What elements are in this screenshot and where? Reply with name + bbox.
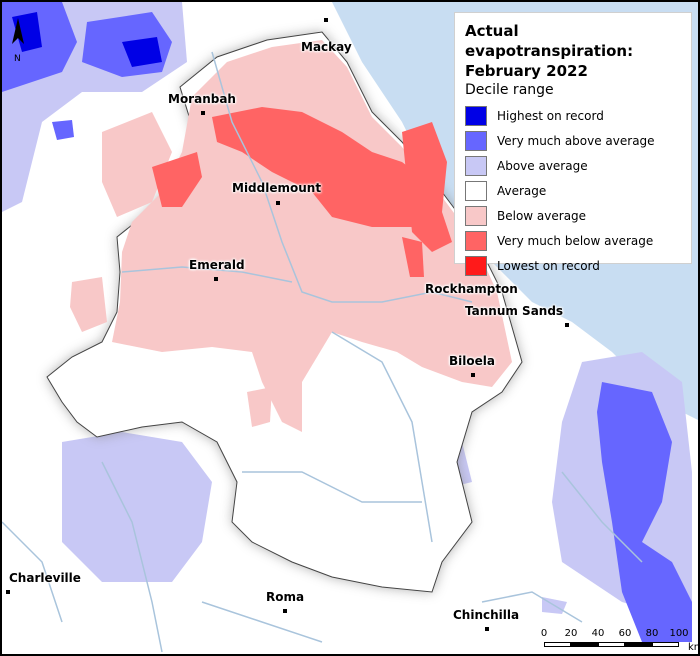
legend-item: Lowest on record (465, 253, 681, 278)
town-charleville: Charleville (9, 571, 81, 585)
emerald-marker (214, 277, 218, 281)
legend: Actual evapotranspiration: February 2022… (454, 12, 692, 276)
north-label: N (14, 54, 21, 64)
legend-item: Average (465, 178, 681, 203)
middlemount-marker (276, 201, 280, 205)
legend-item: Very much above average (465, 128, 681, 153)
biloela-marker (471, 373, 475, 377)
legend-item: Very much below average (465, 228, 681, 253)
legend-title-line1: Actual evapotranspiration: (465, 22, 634, 60)
town-moranbah: Moranbah (168, 92, 236, 106)
scale-segment (544, 642, 571, 647)
chinchilla-marker (485, 627, 489, 631)
scale-segment (598, 642, 625, 647)
legend-label: Highest on record (497, 108, 604, 123)
north-arrow: N (8, 16, 28, 66)
legend-label: Very much above average (497, 133, 655, 148)
legend-label: Very much below average (497, 233, 654, 248)
scale-segment (571, 642, 598, 647)
legend-subtitle: Decile range (465, 82, 554, 98)
town-emerald: Emerald (189, 258, 245, 272)
scale-bar: 0 20 40 60 80 100 km (538, 628, 698, 654)
scale-tick: 100 (669, 628, 689, 639)
below-average-areas (70, 40, 512, 432)
mackay-marker (324, 18, 328, 22)
legend-label: Lowest on record (497, 258, 600, 273)
legend-title-line2: February 2022 (465, 62, 588, 80)
legend-swatch (465, 205, 487, 226)
legend-swatch (465, 255, 487, 276)
town-tannum-sands: Tannum Sands (465, 304, 564, 318)
legend-item: Above average (465, 153, 681, 178)
scale-unit: km (688, 642, 698, 653)
legend-swatch (465, 155, 487, 176)
much-below-average-areas (152, 107, 452, 277)
scale-segment (625, 642, 652, 647)
tannum-sands-marker (565, 323, 569, 327)
legend-item: Below average (465, 203, 681, 228)
north-arrow-icon (12, 18, 24, 44)
legend-swatch (465, 130, 487, 151)
scale-tick: 20 (564, 628, 578, 639)
legend-label: Below average (497, 208, 587, 223)
legend-label: Above average (497, 158, 588, 173)
scale-tick: 40 (591, 628, 605, 639)
scale-tick: 60 (618, 628, 632, 639)
town-roma: Roma (266, 590, 305, 604)
legend-swatch (465, 105, 487, 126)
scale-segment (652, 642, 679, 647)
highest-on-record-areas (12, 12, 162, 67)
charleville-marker (6, 590, 10, 594)
rivers (2, 51, 643, 653)
scale-tick: 80 (645, 628, 659, 639)
town-biloela: Biloela (449, 354, 495, 368)
legend-item: Highest on record (465, 103, 681, 128)
legend-swatch (465, 180, 487, 201)
town-middlemount: Middlemount (232, 181, 322, 195)
scale-tick: 0 (540, 628, 548, 639)
town-chinchilla: Chinchilla (453, 608, 520, 622)
legend-swatch (465, 230, 487, 251)
moranbah-marker (201, 111, 205, 115)
town-mackay: Mackay (301, 40, 352, 54)
roma-marker (283, 609, 287, 613)
town-rockhampton: Rockhampton (425, 282, 518, 296)
legend-label: Average (497, 183, 547, 198)
